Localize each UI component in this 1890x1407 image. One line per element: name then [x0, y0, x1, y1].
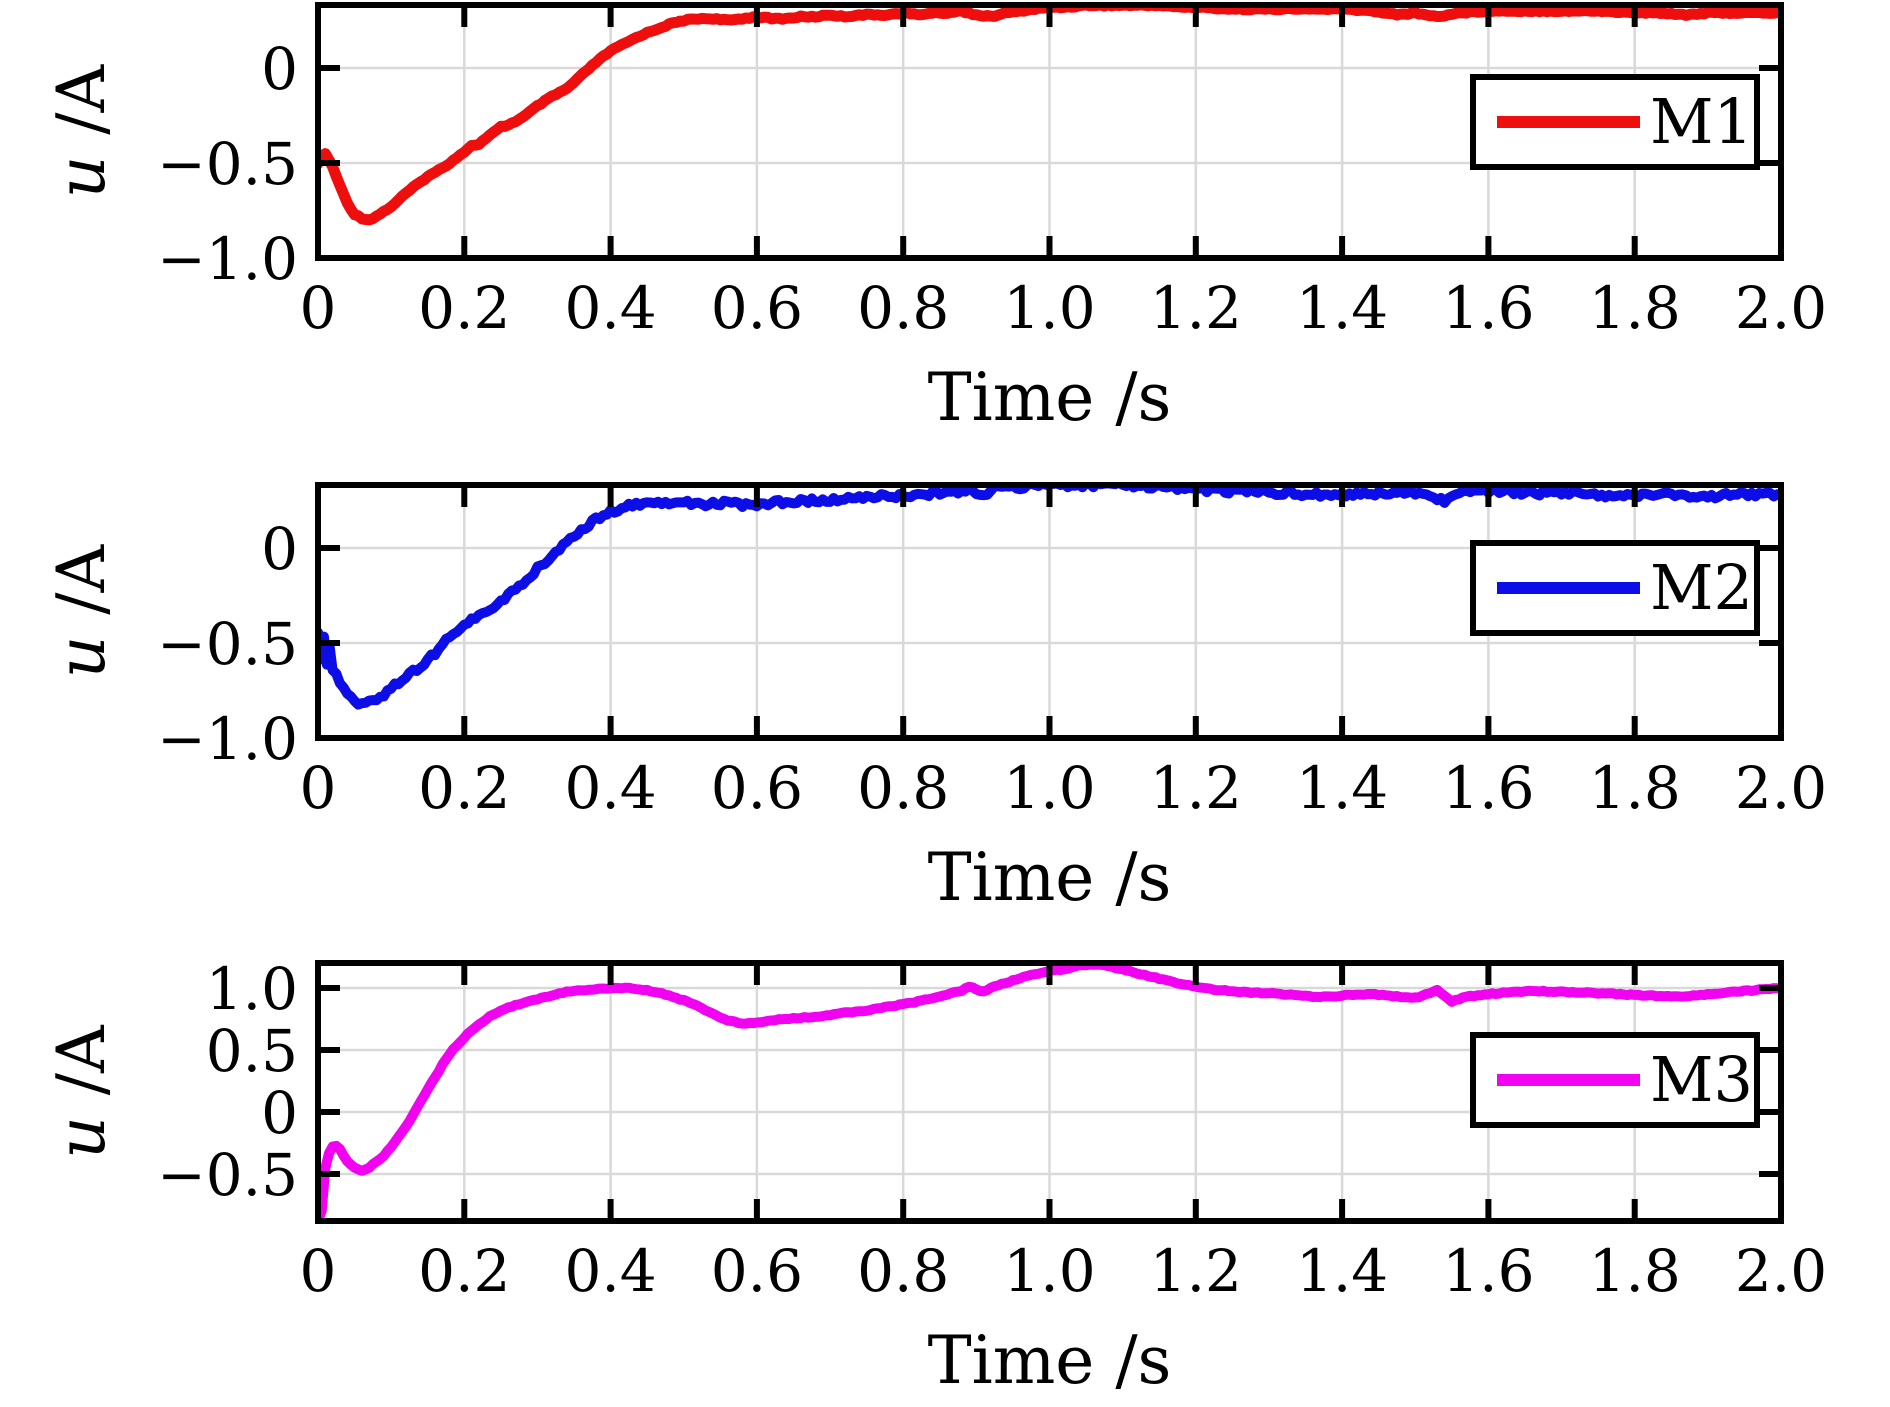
y-tick-label: 0.5	[206, 1017, 298, 1085]
x-tick-label: 0.2	[418, 274, 510, 342]
legend-label: M2	[1650, 551, 1753, 624]
x-tick-label: 1.2	[1150, 754, 1242, 822]
x-tick-label: 0	[300, 1237, 337, 1305]
y-tick-label: −1.0	[157, 705, 298, 773]
x-tick-label: 1.8	[1589, 754, 1681, 822]
x-tick-label: 2.0	[1735, 754, 1827, 822]
x-tick-label: 1.6	[1442, 274, 1534, 342]
axis-box	[315, 960, 1784, 1224]
legend: M1	[1470, 74, 1760, 170]
x-tick-label: 1.0	[1003, 1237, 1095, 1305]
x-tick-label: 0.8	[857, 1237, 949, 1305]
x-tick-label: 0.6	[711, 754, 803, 822]
tick-marks	[315, 963, 1784, 1221]
legend: M2	[1470, 540, 1760, 636]
subplot-m3: 0 0.2 0.4 0.6 0.8 1.0 1.2 1.4 1.6 1.8 2.01.00.50−0…	[43, 955, 1827, 1399]
x-tick-label: 0	[300, 274, 337, 342]
axis-box	[315, 482, 1784, 741]
x-tick-label: 1.0	[1003, 274, 1095, 342]
x-tick-label: 0	[300, 754, 337, 822]
x-tick-label: 1.6	[1442, 1237, 1534, 1305]
subplot-m2: 0 0.2 0.4 0.6 0.8 1.0 1.2 1.4 1.6 1.8 2.0 0 −0.5 −1.0…	[43, 482, 1827, 916]
series-line-m2	[318, 485, 1781, 710]
x-axis-label: Time /s	[928, 1322, 1172, 1399]
x-tick-label: 1.4	[1296, 754, 1388, 822]
legend-label: M1	[1650, 85, 1753, 158]
y-tick-label: 0	[261, 515, 298, 583]
x-tick-label: 1.8	[1589, 1237, 1681, 1305]
x-tick-label: 0.2	[418, 754, 510, 822]
x-tick-label: 2.0	[1735, 274, 1827, 342]
y-tick-label: 1.0	[206, 955, 298, 1023]
subplot-m1: 0 0.2 0.4 0.6 0.8 1.0 1.2 1.4 1.6 1.8 2.0 0 −0.5 −1.0…	[43, 2, 1827, 436]
x-tick-label: 0.2	[418, 1237, 510, 1305]
x-tick-label: 2.0	[1735, 1237, 1827, 1305]
x-tick-label: 0.6	[711, 274, 803, 342]
x-tick-label: 1.0	[1003, 754, 1095, 822]
y-tick-label: −0.5	[157, 1141, 298, 1209]
y-axis-label: u /A	[43, 543, 120, 678]
x-axis-label: Time /s	[928, 839, 1172, 916]
x-tick-label: 0.4	[564, 1237, 656, 1305]
y-axis-label: u /A	[43, 63, 120, 198]
x-tick-label: 1.2	[1150, 1237, 1242, 1305]
y-tick-label: −0.5	[157, 130, 298, 198]
legend: M3	[1470, 1032, 1760, 1128]
x-tick-label: 0.4	[564, 754, 656, 822]
axis-box	[315, 2, 1784, 261]
x-tick-label: 0.8	[857, 754, 949, 822]
x-tick-label: 0.6	[711, 1237, 803, 1305]
x-tick-label: 1.6	[1442, 754, 1534, 822]
x-tick-label: 0.8	[857, 274, 949, 342]
x-tick-label: 1.4	[1296, 1237, 1388, 1305]
tick-marks	[315, 5, 1784, 261]
legend-label: M3	[1650, 1043, 1753, 1116]
y-tick-label: 0	[261, 35, 298, 103]
y-tick-label: −0.5	[157, 610, 298, 678]
y-tick-label: −1.0	[157, 225, 298, 293]
x-tick-label: 1.2	[1150, 274, 1242, 342]
y-axis-label: u /A	[43, 1024, 120, 1159]
y-tick-label: 0	[261, 1079, 298, 1147]
x-axis-label: Time /s	[928, 359, 1172, 436]
x-tick-label: 0.4	[564, 274, 656, 342]
x-tick-label: 1.8	[1589, 274, 1681, 342]
x-tick-label: 1.4	[1296, 274, 1388, 342]
